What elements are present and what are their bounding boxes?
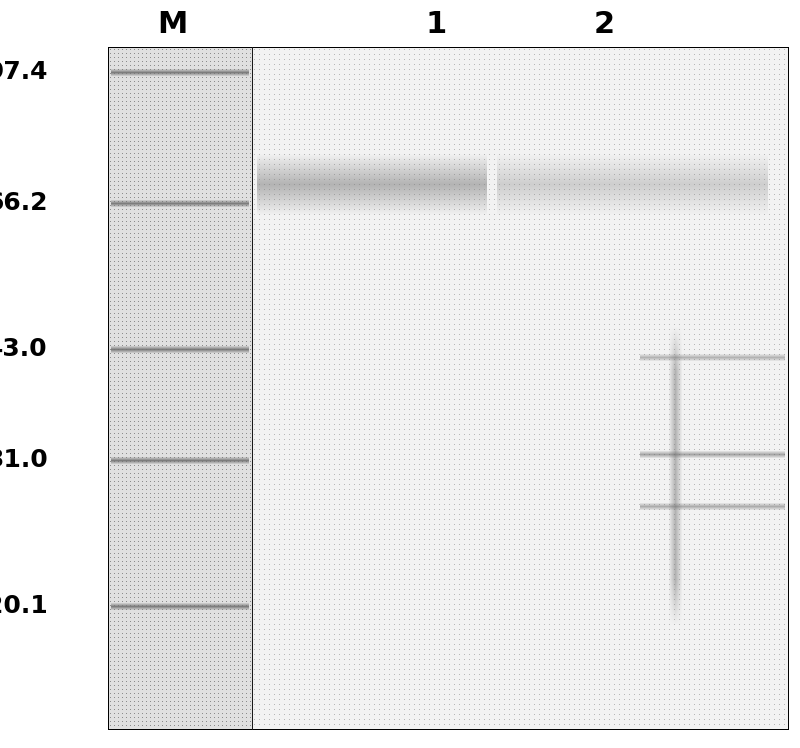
Text: 43.0: 43.0 — [0, 337, 48, 361]
Text: 2: 2 — [594, 10, 614, 39]
Text: 97.4: 97.4 — [0, 60, 48, 84]
Text: 31.0: 31.0 — [0, 448, 48, 472]
Text: 66.2: 66.2 — [0, 191, 48, 215]
Text: 20.1: 20.1 — [0, 594, 48, 618]
Text: M: M — [157, 10, 187, 39]
Text: 1: 1 — [426, 10, 446, 39]
